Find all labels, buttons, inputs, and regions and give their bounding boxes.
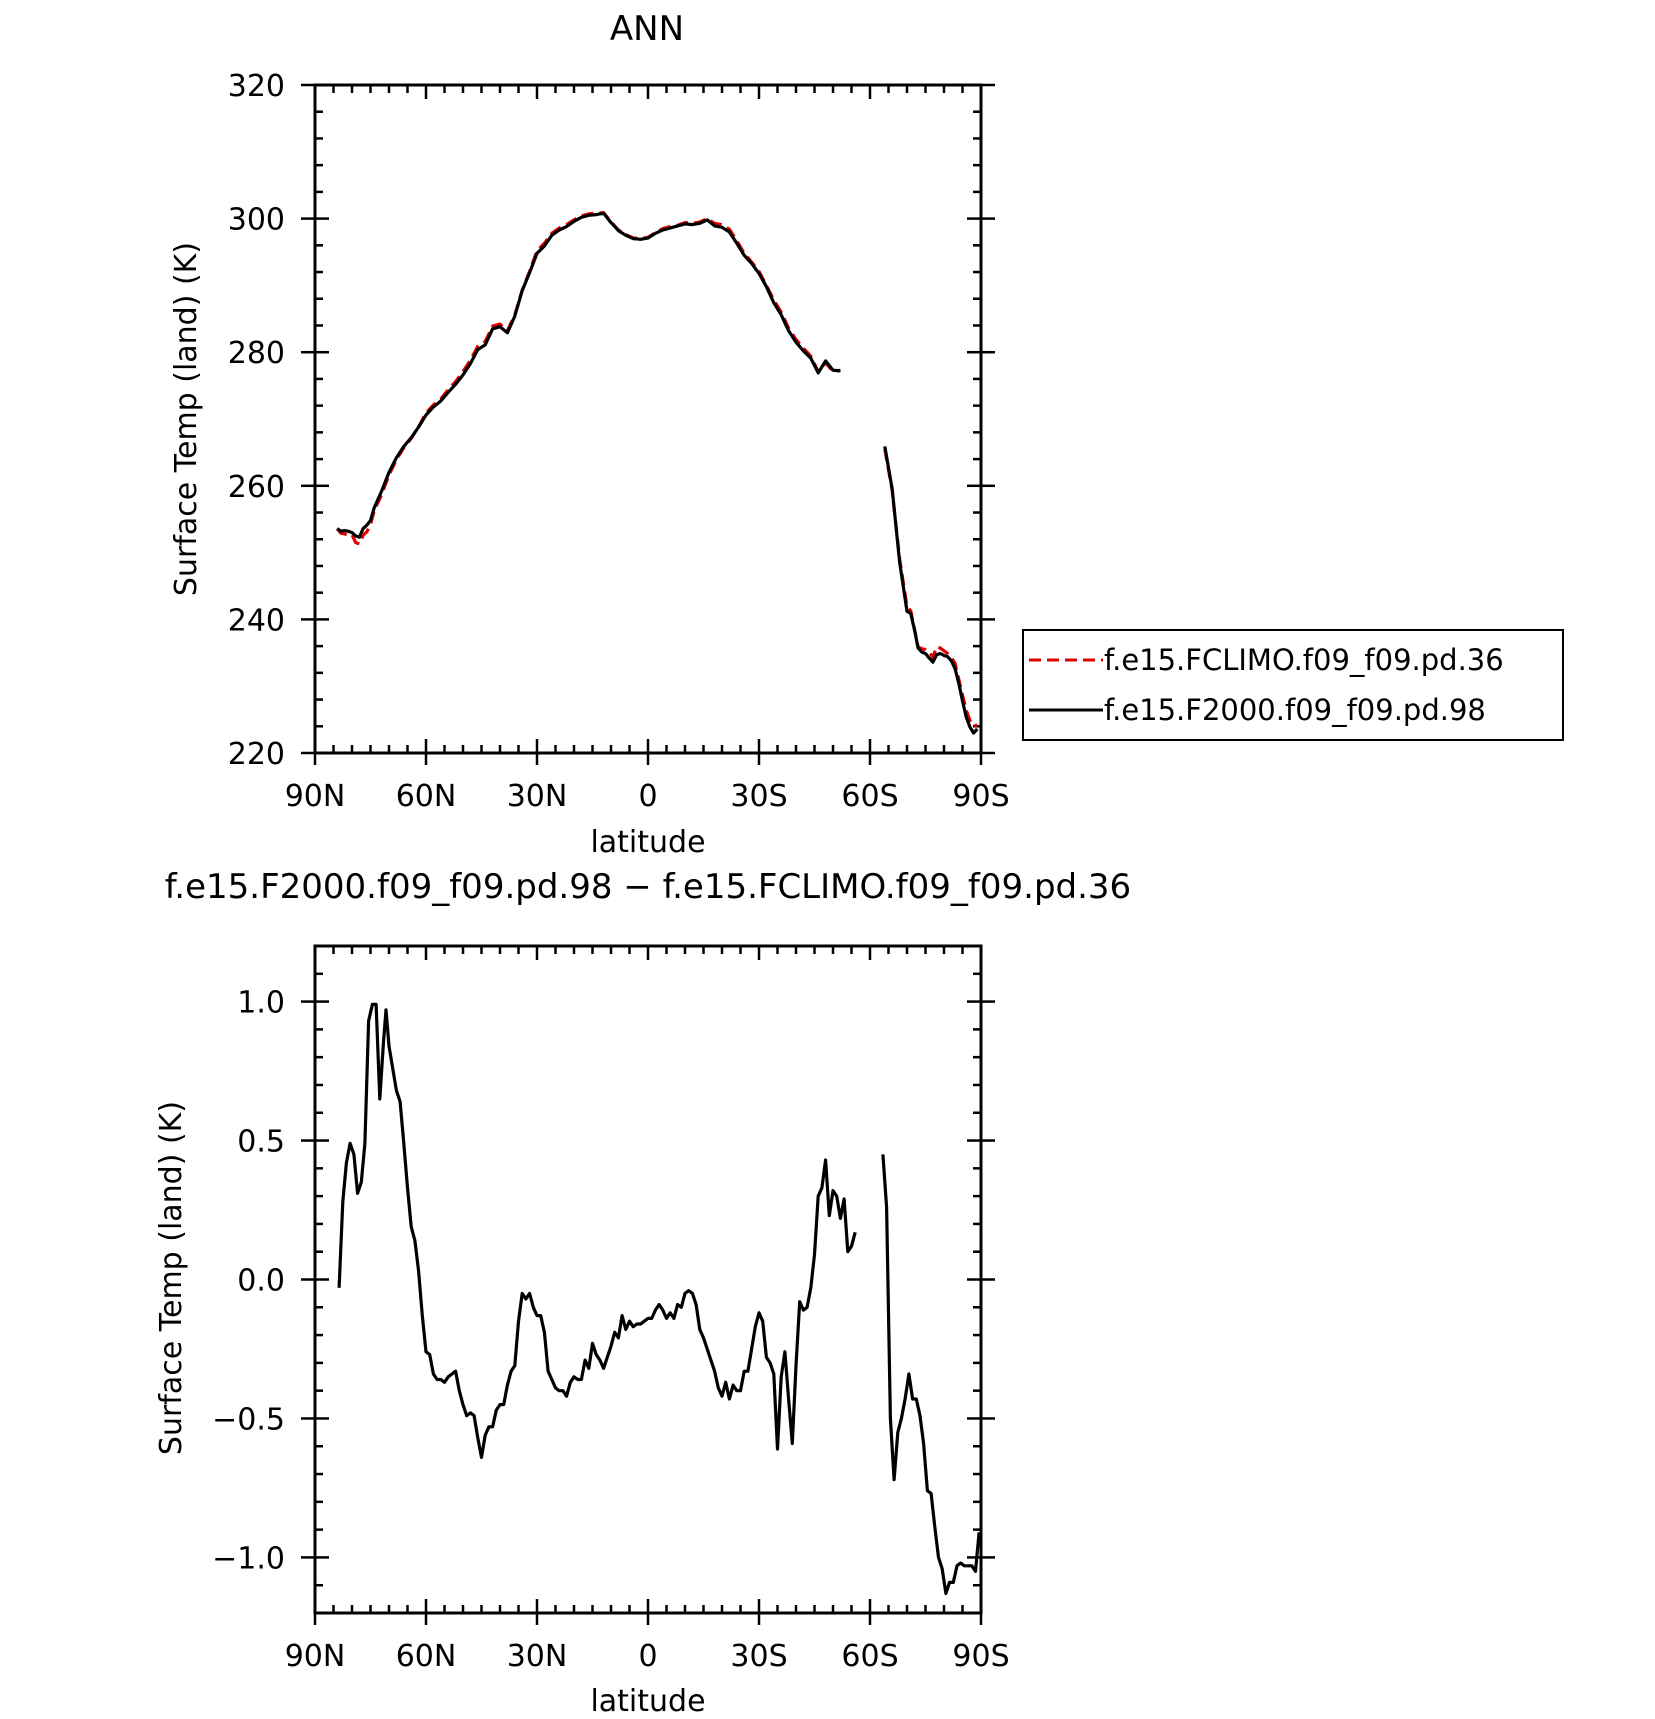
x-tick-label: 30N [507, 779, 568, 814]
series-line [883, 448, 978, 728]
x-tick-label: 60S [841, 779, 898, 814]
x-tick-label: 0 [638, 779, 657, 814]
y-tick-label: −1.0 [212, 1541, 285, 1576]
bottom-chart-y-axis-title: Surface Temp (land) (K) [154, 1101, 189, 1455]
y-tick-label: 240 [228, 603, 285, 638]
x-tick-label: 60S [841, 1639, 898, 1674]
top-chart-legend: f.e15.FCLIMO.f09_f09.pd.36 f.e15.F2000.f… [1022, 629, 1564, 741]
x-tick-label: 90S [952, 779, 1009, 814]
series-line [335, 211, 841, 546]
series-line [883, 446, 979, 735]
series-line [337, 1002, 857, 1459]
x-tick-label: 90N [285, 779, 346, 814]
top-chart-plot-frame [313, 83, 983, 755]
top-chart-ticks: 90N 60N 30N 0 30S 60S 90S 320 300 280 260 240 220 [228, 69, 1010, 814]
y-tick-label: 260 [228, 470, 285, 505]
y-tick-label: 0.0 [237, 1264, 285, 1299]
x-tick-label: 0 [638, 1639, 657, 1674]
x-tick-label: 90S [952, 1639, 1009, 1674]
bottom-chart-series [337, 1002, 981, 1596]
y-tick-label: 280 [228, 336, 285, 371]
top-chart-y-axis-title: Surface Temp (land) (K) [169, 242, 204, 596]
top-chart: ANN 90N 60N 30N 0 30S 60S 90S 320 300 280 260 240 22… [169, 9, 1564, 860]
x-tick-label: 60N [396, 1639, 457, 1674]
bottom-chart-title: f.e15.F2000.f09_f09.pd.98 − f.e15.FCLIMO… [165, 867, 1131, 907]
x-tick-label: 90N [285, 1639, 346, 1674]
y-tick-label: 220 [228, 737, 285, 772]
x-tick-label: 60N [396, 779, 457, 814]
x-tick-label: 30N [507, 1639, 568, 1674]
top-chart-x-axis-title: latitude [590, 825, 705, 860]
top-chart-title: ANN [610, 9, 684, 49]
top-chart-series [335, 211, 979, 735]
series-line [336, 211, 841, 539]
legend-box [1022, 629, 1564, 741]
legend-label-fclimo: f.e15.FCLIMO.f09_f09.pd.36 [1104, 643, 1504, 677]
bottom-chart-x-axis-title: latitude [590, 1684, 705, 1719]
x-tick-label: 30S [730, 779, 787, 814]
y-tick-label: −0.5 [212, 1402, 285, 1437]
x-tick-label: 30S [730, 1639, 787, 1674]
legend-label-f2000: f.e15.F2000.f09_f09.pd.98 [1104, 693, 1486, 727]
y-tick-label: 300 [228, 203, 285, 238]
series-line [881, 1154, 981, 1596]
y-tick-label: 1.0 [237, 986, 285, 1021]
y-tick-label: 320 [228, 69, 285, 104]
bottom-chart-plot-frame [313, 944, 983, 1615]
bottom-chart: f.e15.F2000.f09_f09.pd.98 − f.e15.FCLIMO… [154, 867, 1131, 1719]
y-tick-label: 0.5 [237, 1125, 285, 1160]
